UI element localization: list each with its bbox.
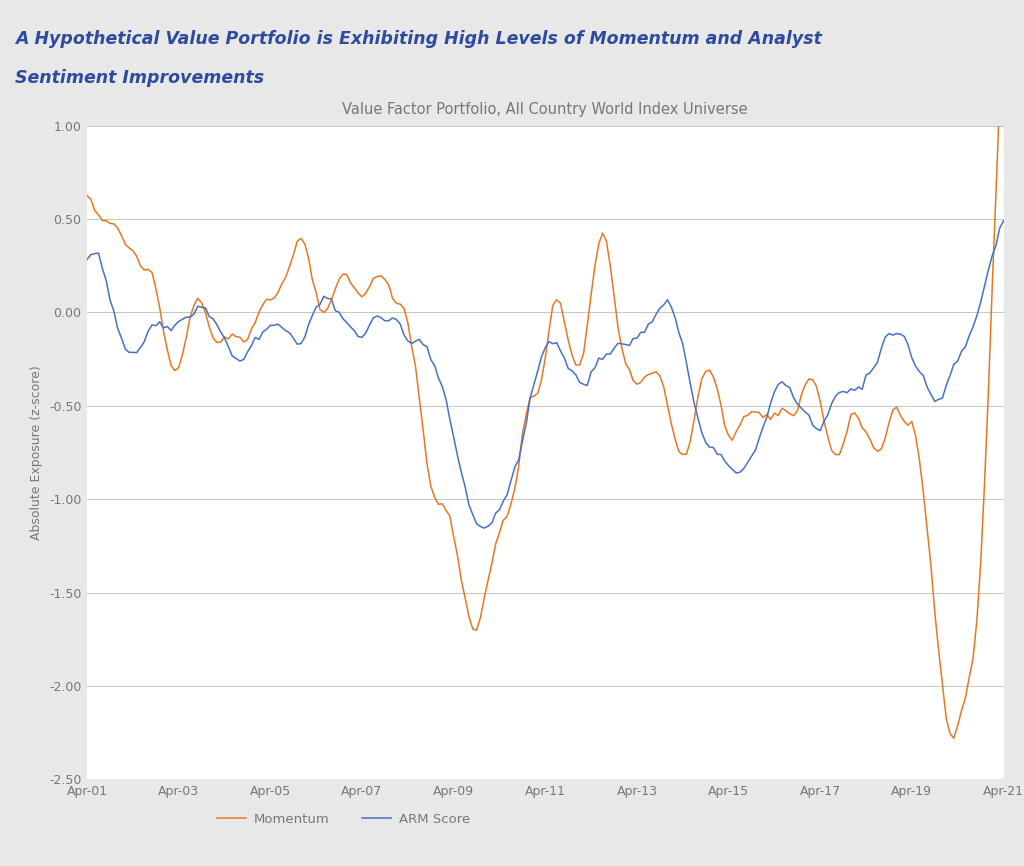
Y-axis label: Absolute Exposure (z-score): Absolute Exposure (z-score)	[31, 365, 43, 540]
Text: Sentiment Improvements: Sentiment Improvements	[15, 69, 264, 87]
Text: A Hypothetical Value Portfolio is Exhibiting High Levels of Momentum and Analyst: A Hypothetical Value Portfolio is Exhibi…	[15, 30, 822, 48]
Title: Value Factor Portfolio, All Country World Index Universe: Value Factor Portfolio, All Country Worl…	[342, 102, 749, 118]
Line: Momentum: Momentum	[87, 52, 1004, 739]
Legend: Momentum, ARM Score: Momentum, ARM Score	[211, 808, 476, 831]
Line: ARM Score: ARM Score	[87, 221, 1004, 528]
